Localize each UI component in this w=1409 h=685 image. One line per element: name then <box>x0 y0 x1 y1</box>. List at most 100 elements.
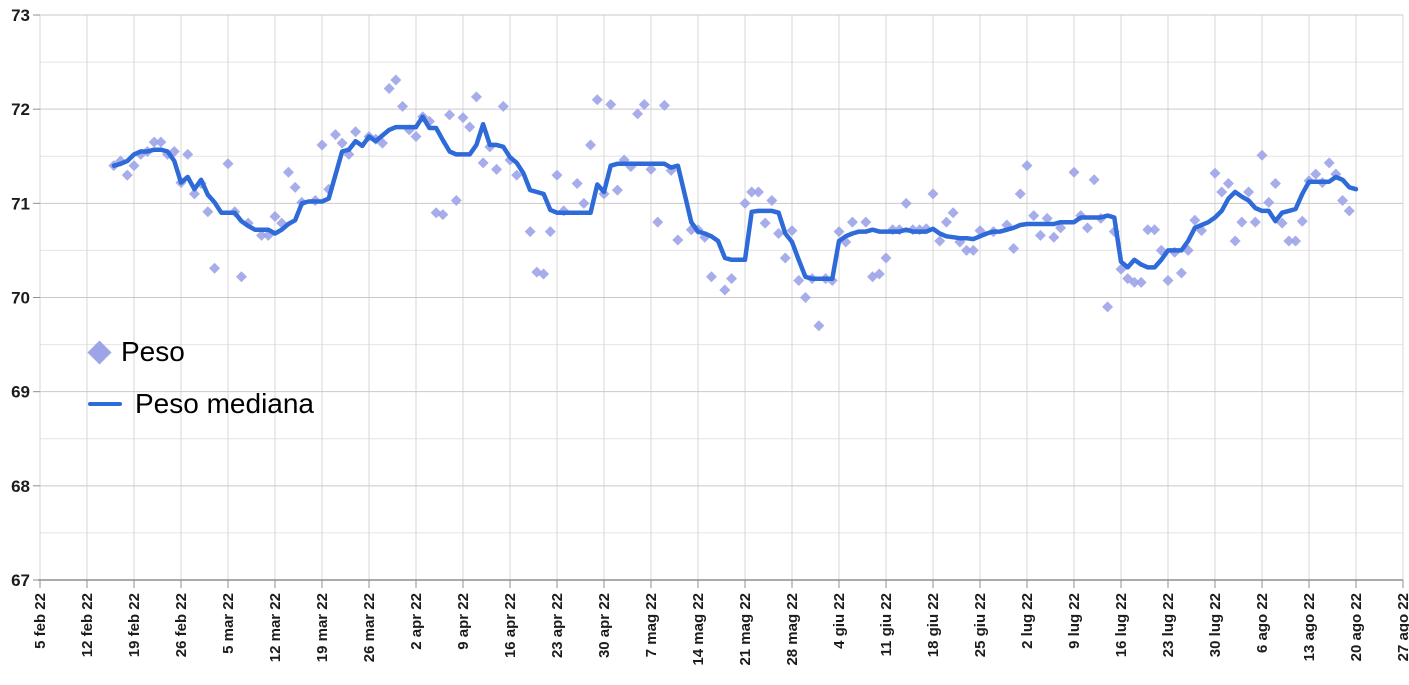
peso-point <box>390 74 402 86</box>
peso-point <box>726 273 738 285</box>
x-axis-label: 21 mag 22 <box>737 593 754 666</box>
peso-point <box>437 209 449 221</box>
y-axis-labels: 67 68 69 70 71 72 73 <box>11 6 30 590</box>
x-axis-label: 6 ago 22 <box>1254 593 1271 653</box>
peso-point <box>1128 276 1140 288</box>
x-axis-label: 7 mag 22 <box>643 593 660 657</box>
peso-point <box>934 235 946 247</box>
peso-point <box>148 136 160 148</box>
peso-point <box>1243 186 1255 198</box>
x-axis-label: 16 lug 22 <box>1113 593 1130 657</box>
peso-point <box>350 126 362 138</box>
peso-point <box>1283 235 1295 247</box>
peso-point <box>524 226 536 238</box>
peso-point <box>1142 224 1154 236</box>
x-axis-label: 11 giu 22 <box>878 593 895 656</box>
peso-point <box>450 195 462 207</box>
peso-point <box>940 216 952 228</box>
y-axis-label: 71 <box>11 194 30 213</box>
peso-point <box>846 216 858 228</box>
peso-point <box>544 226 556 238</box>
peso-point <box>1276 217 1288 229</box>
peso-point <box>799 292 811 303</box>
x-axis-label: 9 lug 22 <box>1066 593 1083 649</box>
peso-point <box>470 91 482 103</box>
x-axis-label: 23 lug 22 <box>1160 593 1177 657</box>
peso-point <box>880 252 892 264</box>
peso-point <box>632 108 644 120</box>
peso-point <box>316 139 328 151</box>
peso-point <box>1149 224 1161 236</box>
x-axis-label: 12 mar 22 <box>267 593 284 662</box>
x-axis-label: 26 feb 22 <box>173 593 190 657</box>
y-axis-label: 69 <box>11 383 30 402</box>
x-axis-label: 19 feb 22 <box>126 593 143 657</box>
peso-point <box>1175 267 1187 279</box>
peso-point <box>1296 215 1308 227</box>
peso-point <box>121 169 133 181</box>
x-axis-label: 30 apr 22 <box>596 593 613 658</box>
peso-point <box>551 169 563 181</box>
peso-point <box>1102 301 1114 313</box>
peso-point <box>1014 188 1026 200</box>
peso-point <box>477 157 489 169</box>
peso-point <box>1310 168 1322 180</box>
y-axis-label: 67 <box>11 571 30 590</box>
peso-point <box>947 207 959 219</box>
peso-mediana-path <box>111 114 1359 281</box>
peso-point <box>793 275 805 287</box>
peso-point <box>1256 149 1268 161</box>
peso-point <box>1209 167 1221 179</box>
peso-point <box>128 160 140 172</box>
peso-point <box>766 195 778 207</box>
peso-point <box>1189 214 1201 226</box>
peso-point <box>1216 186 1228 198</box>
x-axis-label: 2 apr 22 <box>408 593 425 650</box>
peso-point <box>739 197 751 209</box>
peso-point <box>538 268 550 280</box>
x-axis-label: 25 giu 22 <box>972 593 989 657</box>
legend-label-peso: Peso <box>121 336 185 367</box>
peso-point <box>658 99 670 111</box>
x-axis-label: 18 giu 22 <box>925 593 942 657</box>
peso-point <box>209 262 221 274</box>
y-axis-label: 68 <box>11 477 30 496</box>
legend-item-peso: Peso <box>87 326 314 378</box>
peso-point <box>1028 210 1040 222</box>
peso-point <box>578 197 590 209</box>
peso-point <box>652 216 664 228</box>
peso-point <box>457 112 469 124</box>
peso-point <box>1068 166 1080 178</box>
y-axis-label: 70 <box>11 289 30 308</box>
peso-point <box>1048 231 1060 243</box>
x-axis-label: 5 mar 22 <box>220 593 237 654</box>
peso-point <box>1263 196 1275 208</box>
peso-point <box>961 244 973 256</box>
peso-point <box>1041 212 1053 224</box>
peso-point <box>813 320 825 332</box>
y-axis-label: 73 <box>11 6 30 25</box>
peso-point <box>705 271 717 283</box>
peso-point <box>1162 275 1174 287</box>
peso-diamond-icon <box>87 339 112 365</box>
peso-point <box>873 268 885 280</box>
peso-point <box>1249 216 1261 228</box>
peso-point <box>746 186 758 198</box>
minor-gridlines <box>40 61 1403 534</box>
peso-point <box>759 217 771 229</box>
chart-legend: Peso Peso mediana <box>87 326 314 430</box>
peso-point <box>256 229 268 241</box>
legend-item-peso-mediana: Peso mediana <box>88 378 314 430</box>
x-axis-label: 4 giu 22 <box>831 593 848 649</box>
peso-point <box>571 178 583 190</box>
peso-point <box>383 82 395 94</box>
peso-point <box>1323 157 1335 169</box>
x-axis-label: 20 ago 22 <box>1348 593 1365 661</box>
peso-point <box>719 284 731 296</box>
peso-point <box>752 186 764 198</box>
peso-point <box>1135 276 1147 288</box>
peso-point <box>1088 174 1100 186</box>
peso-point <box>1269 178 1281 190</box>
peso-point <box>773 227 785 239</box>
